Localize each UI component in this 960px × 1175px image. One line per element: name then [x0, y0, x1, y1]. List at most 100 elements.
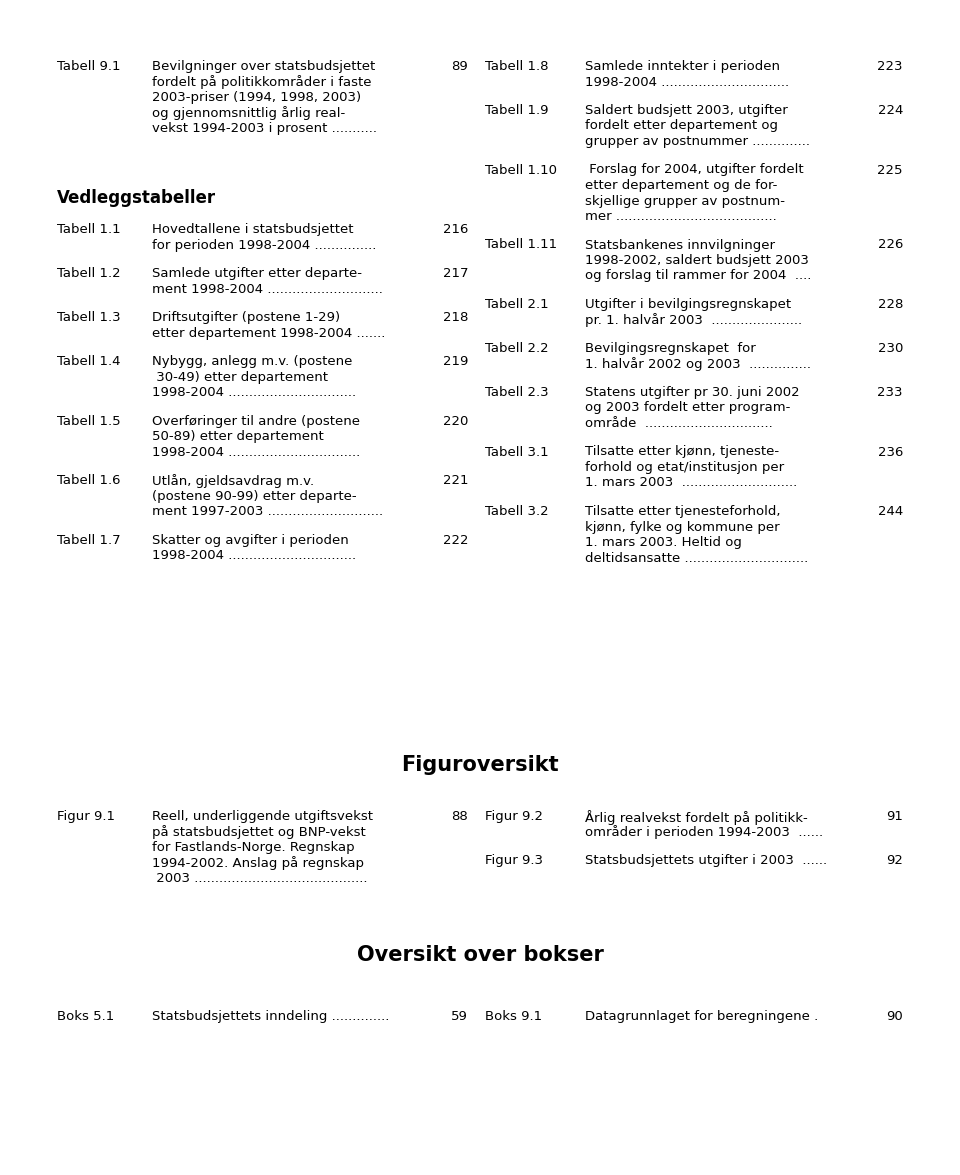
Text: Boks 5.1: Boks 5.1 — [57, 1010, 114, 1023]
Text: og 2003 fordelt etter program-: og 2003 fordelt etter program- — [585, 402, 790, 415]
Text: Tabell 1.9: Tabell 1.9 — [485, 105, 548, 118]
Text: skjellige grupper av postnum-: skjellige grupper av postnum- — [585, 195, 785, 208]
Text: område  ...............................: område ............................... — [585, 417, 773, 430]
Text: 92: 92 — [886, 854, 903, 867]
Text: Tabell 3.2: Tabell 3.2 — [485, 505, 548, 518]
Text: for perioden 1998-2004 ...............: for perioden 1998-2004 ............... — [152, 239, 376, 251]
Text: Tabell 1.10: Tabell 1.10 — [485, 163, 557, 176]
Text: pr. 1. halvår 2003  ......................: pr. 1. halvår 2003 .....................… — [585, 314, 803, 328]
Text: Samlede utgifter etter departe-: Samlede utgifter etter departe- — [152, 268, 362, 281]
Text: 217: 217 — [443, 268, 468, 281]
Text: Utlån, gjeldsavdrag m.v.: Utlån, gjeldsavdrag m.v. — [152, 475, 314, 489]
Text: 228: 228 — [877, 298, 903, 311]
Text: fordelt etter departement og: fordelt etter departement og — [585, 120, 778, 133]
Text: 89: 89 — [451, 60, 468, 73]
Text: områder i perioden 1994-2003  ......: områder i perioden 1994-2003 ...... — [585, 826, 823, 839]
Text: 1. mars 2003  ............................: 1. mars 2003 ...........................… — [585, 477, 797, 490]
Text: Figur 9.3: Figur 9.3 — [485, 854, 543, 867]
Text: 220: 220 — [443, 415, 468, 428]
Text: Tabell 1.11: Tabell 1.11 — [485, 239, 557, 251]
Text: mer .......................................: mer ....................................… — [585, 210, 777, 223]
Text: Tabell 1.8: Tabell 1.8 — [485, 60, 548, 73]
Text: 244: 244 — [877, 505, 903, 518]
Text: 1994-2002. Anslag på regnskap: 1994-2002. Anslag på regnskap — [152, 857, 364, 871]
Text: Tabell 3.1: Tabell 3.1 — [485, 445, 548, 458]
Text: Tabell 1.4: Tabell 1.4 — [57, 355, 121, 368]
Text: Tilsatte etter kjønn, tjeneste-: Tilsatte etter kjønn, tjeneste- — [585, 445, 780, 458]
Text: Forslag for 2004, utgifter fordelt: Forslag for 2004, utgifter fordelt — [585, 163, 804, 176]
Text: Tabell 9.1: Tabell 9.1 — [57, 60, 121, 73]
Text: Tabell 1.6: Tabell 1.6 — [57, 475, 121, 488]
Text: 1998-2004 ................................: 1998-2004 ..............................… — [152, 445, 360, 459]
Text: 1998-2004 ...............................: 1998-2004 ..............................… — [152, 550, 356, 563]
Text: 59: 59 — [451, 1010, 468, 1023]
Text: Tabell 1.5: Tabell 1.5 — [57, 415, 121, 428]
Text: 88: 88 — [451, 810, 468, 822]
Text: Oversikt over bokser: Oversikt over bokser — [356, 945, 604, 965]
Text: Driftsutgifter (postene 1-29): Driftsutgifter (postene 1-29) — [152, 311, 340, 324]
Text: Tabell 2.1: Tabell 2.1 — [485, 298, 548, 311]
Text: etter departement 1998-2004 .......: etter departement 1998-2004 ....... — [152, 327, 385, 340]
Text: Boks 9.1: Boks 9.1 — [485, 1010, 542, 1023]
Text: Overføringer til andre (postene: Overføringer til andre (postene — [152, 415, 360, 428]
Text: 2003 ..........................................: 2003 ...................................… — [152, 872, 368, 885]
Text: (postene 90-99) etter departe-: (postene 90-99) etter departe- — [152, 490, 356, 503]
Text: 90: 90 — [886, 1010, 903, 1023]
Text: 236: 236 — [877, 445, 903, 458]
Text: og gjennomsnittlig årlig real-: og gjennomsnittlig årlig real- — [152, 107, 346, 121]
Text: Skatter og avgifter i perioden: Skatter og avgifter i perioden — [152, 533, 348, 546]
Text: deltidsansatte ..............................: deltidsansatte .........................… — [585, 551, 808, 564]
Text: Tilsatte etter tjenesteforhold,: Tilsatte etter tjenesteforhold, — [585, 505, 780, 518]
Text: 91: 91 — [886, 810, 903, 822]
Text: ment 1998-2004 ............................: ment 1998-2004 .........................… — [152, 283, 383, 296]
Text: 223: 223 — [877, 60, 903, 73]
Text: forhold og etat/institusjon per: forhold og etat/institusjon per — [585, 461, 784, 474]
Text: 218: 218 — [443, 311, 468, 324]
Text: 233: 233 — [877, 387, 903, 400]
Text: 1998-2004 ...............................: 1998-2004 ..............................… — [585, 75, 789, 88]
Text: 221: 221 — [443, 475, 468, 488]
Text: 230: 230 — [877, 342, 903, 355]
Text: Datagrunnlaget for beregningene .: Datagrunnlaget for beregningene . — [585, 1010, 818, 1023]
Text: 219: 219 — [443, 355, 468, 368]
Text: 222: 222 — [443, 533, 468, 546]
Text: ment 1997-2003 ............................: ment 1997-2003 .........................… — [152, 505, 383, 518]
Text: 225: 225 — [877, 163, 903, 176]
Text: Utgifter i bevilgingsregnskapet: Utgifter i bevilgingsregnskapet — [585, 298, 791, 311]
Text: Tabell 2.2: Tabell 2.2 — [485, 342, 548, 355]
Text: Tabell 1.7: Tabell 1.7 — [57, 533, 121, 546]
Text: vekst 1994-2003 i prosent ...........: vekst 1994-2003 i prosent ........... — [152, 122, 377, 135]
Text: Saldert budsjett 2003, utgifter: Saldert budsjett 2003, utgifter — [585, 105, 788, 118]
Text: Figur 9.2: Figur 9.2 — [485, 810, 543, 822]
Text: kjønn, fylke og kommune per: kjønn, fylke og kommune per — [585, 521, 780, 533]
Text: 1998-2004 ...............................: 1998-2004 ..............................… — [152, 387, 356, 400]
Text: Figur 9.1: Figur 9.1 — [57, 810, 115, 822]
Text: 2003-priser (1994, 1998, 2003): 2003-priser (1994, 1998, 2003) — [152, 90, 361, 105]
Text: Nybygg, anlegg m.v. (postene: Nybygg, anlegg m.v. (postene — [152, 355, 352, 368]
Text: Reell, underliggende utgiftsvekst: Reell, underliggende utgiftsvekst — [152, 810, 373, 822]
Text: Hovedtallene i statsbudsjettet: Hovedtallene i statsbudsjettet — [152, 223, 353, 236]
Text: etter departement og de for-: etter departement og de for- — [585, 179, 778, 192]
Text: 30-49) etter departement: 30-49) etter departement — [152, 371, 328, 384]
Text: 1. halvår 2002 og 2003  ...............: 1. halvår 2002 og 2003 ............... — [585, 357, 811, 371]
Text: 216: 216 — [443, 223, 468, 236]
Text: Bevilgingsregnskapet  for: Bevilgingsregnskapet for — [585, 342, 756, 355]
Text: Bevilgninger over statsbudsjettet: Bevilgninger over statsbudsjettet — [152, 60, 375, 73]
Text: Samlede inntekter i perioden: Samlede inntekter i perioden — [585, 60, 780, 73]
Text: 226: 226 — [877, 239, 903, 251]
Text: Statens utgifter pr 30. juni 2002: Statens utgifter pr 30. juni 2002 — [585, 387, 800, 400]
Text: Statsbankenes innvilgninger: Statsbankenes innvilgninger — [585, 239, 775, 251]
Text: Tabell 2.3: Tabell 2.3 — [485, 387, 548, 400]
Text: fordelt på politikkområder i faste: fordelt på politikkområder i faste — [152, 75, 372, 89]
Text: Årlig realvekst fordelt på politikk-: Årlig realvekst fordelt på politikk- — [585, 810, 807, 825]
Text: 1. mars 2003. Heltid og: 1. mars 2003. Heltid og — [585, 536, 742, 549]
Text: og forslag til rammer for 2004  ....: og forslag til rammer for 2004 .... — [585, 269, 811, 282]
Text: 224: 224 — [877, 105, 903, 118]
Text: grupper av postnummer ..............: grupper av postnummer .............. — [585, 135, 810, 148]
Text: 1998-2002, saldert budsjett 2003: 1998-2002, saldert budsjett 2003 — [585, 254, 809, 267]
Text: Figuroversikt: Figuroversikt — [401, 756, 559, 776]
Text: Tabell 1.3: Tabell 1.3 — [57, 311, 121, 324]
Text: for Fastlands-Norge. Regnskap: for Fastlands-Norge. Regnskap — [152, 841, 354, 854]
Text: Tabell 1.1: Tabell 1.1 — [57, 223, 121, 236]
Text: Statsbudsjettets utgifter i 2003  ......: Statsbudsjettets utgifter i 2003 ...... — [585, 854, 828, 867]
